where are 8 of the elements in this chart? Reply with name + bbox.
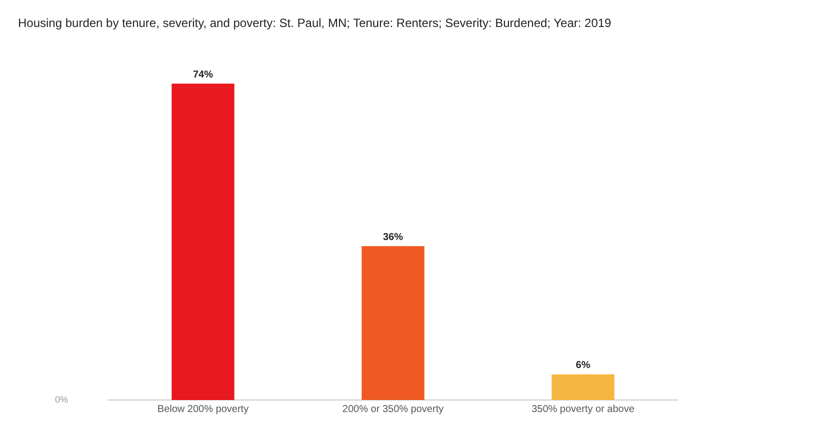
x-tick-label: 350% poverty or above (532, 404, 635, 415)
x-tick-label: Below 200% poverty (157, 404, 249, 415)
data-label: 36% (382, 232, 404, 243)
chart-title: Housing burden by tenure, severity, and poverty: St. Paul, MN; Tenure: Renters; Severity: Burdened; Year: 2019 (17, 15, 612, 32)
data-label: 74% (192, 69, 214, 80)
text: 0% (54, 394, 68, 404)
data-label: 6% (576, 360, 590, 372)
x-tick-label: 200% or 350% poverty (342, 404, 444, 415)
